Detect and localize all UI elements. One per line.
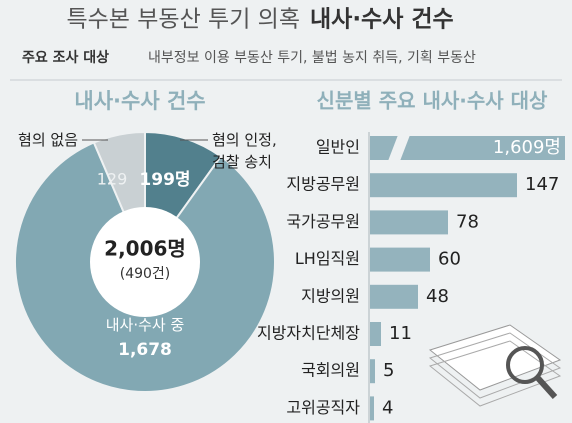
category-label: 국회의원 [301,361,360,380]
value-label: 48 [426,286,449,307]
category-label: 내사·수사 중 [106,316,185,334]
value-label: 199명 [139,170,190,190]
category-label: LH임직원 [295,249,360,268]
value-label: 4 [382,397,393,418]
value-label: 147 [525,174,559,195]
category-label: 지방의원 [301,286,360,305]
value-label: 1,678 [118,340,172,360]
value-label: 11 [389,323,412,344]
category-label: 지방공무원 [286,175,360,194]
bar [370,210,448,235]
value-label: 5 [383,360,394,381]
bar [370,247,430,272]
category-label: 지방자치단체장 [257,324,360,343]
bar-break [388,135,410,161]
category-label: 일반인 [316,138,360,157]
bar [370,396,374,421]
value-label: 78 [456,211,479,232]
center-sublabel: (490건) [120,266,171,282]
bar [370,284,418,309]
category-label: 국가공무원 [286,212,360,231]
category-label: 혐의 인정, 검찰 송치 [212,131,277,171]
title: 특수본 부동산 투기 의혹 [66,7,300,33]
document-icon [428,324,562,407]
bar-title: 신분별 주요 내사·수사 대상 [317,89,548,113]
category-label: 혐의 없음 [18,131,78,149]
donut-hole [90,207,200,317]
subtitle: 내부정보 이용 부동산 투기, 불법 농지 취득, 기획 부동산 [148,50,476,66]
title-bold: 내사·수사 건수 [310,7,454,33]
bar [370,359,375,384]
center-label: 2,006명 [104,237,186,261]
subtitle-label: 주요 조사 대상 [22,50,109,66]
bar [370,173,517,198]
category-label: 고위공직자 [286,398,360,417]
value-label: 1,609명 [493,137,561,158]
value-label: 60 [438,249,461,270]
pie-title: 내사·수사 건수 [74,89,205,113]
value-label: 129 [97,170,128,189]
bar [370,322,381,346]
